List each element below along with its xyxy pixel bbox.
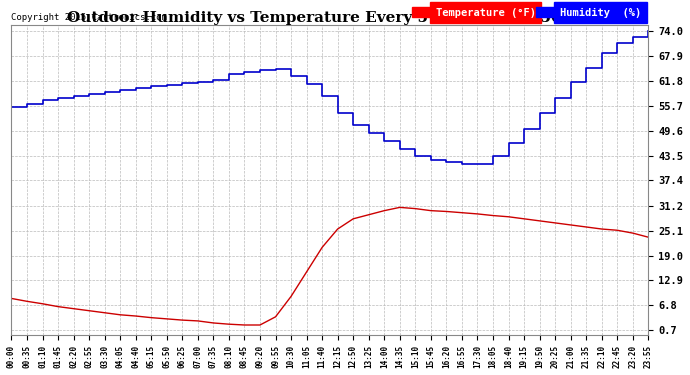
Legend: Temperature (°F), Humidity  (%): Temperature (°F), Humidity (%) — [410, 5, 643, 20]
Title: Outdoor Humidity vs Temperature Every 5 Minutes 20150306: Outdoor Humidity vs Temperature Every 5 … — [67, 11, 593, 25]
Text: Copyright 2015 Cartronics.com: Copyright 2015 Cartronics.com — [12, 13, 167, 22]
